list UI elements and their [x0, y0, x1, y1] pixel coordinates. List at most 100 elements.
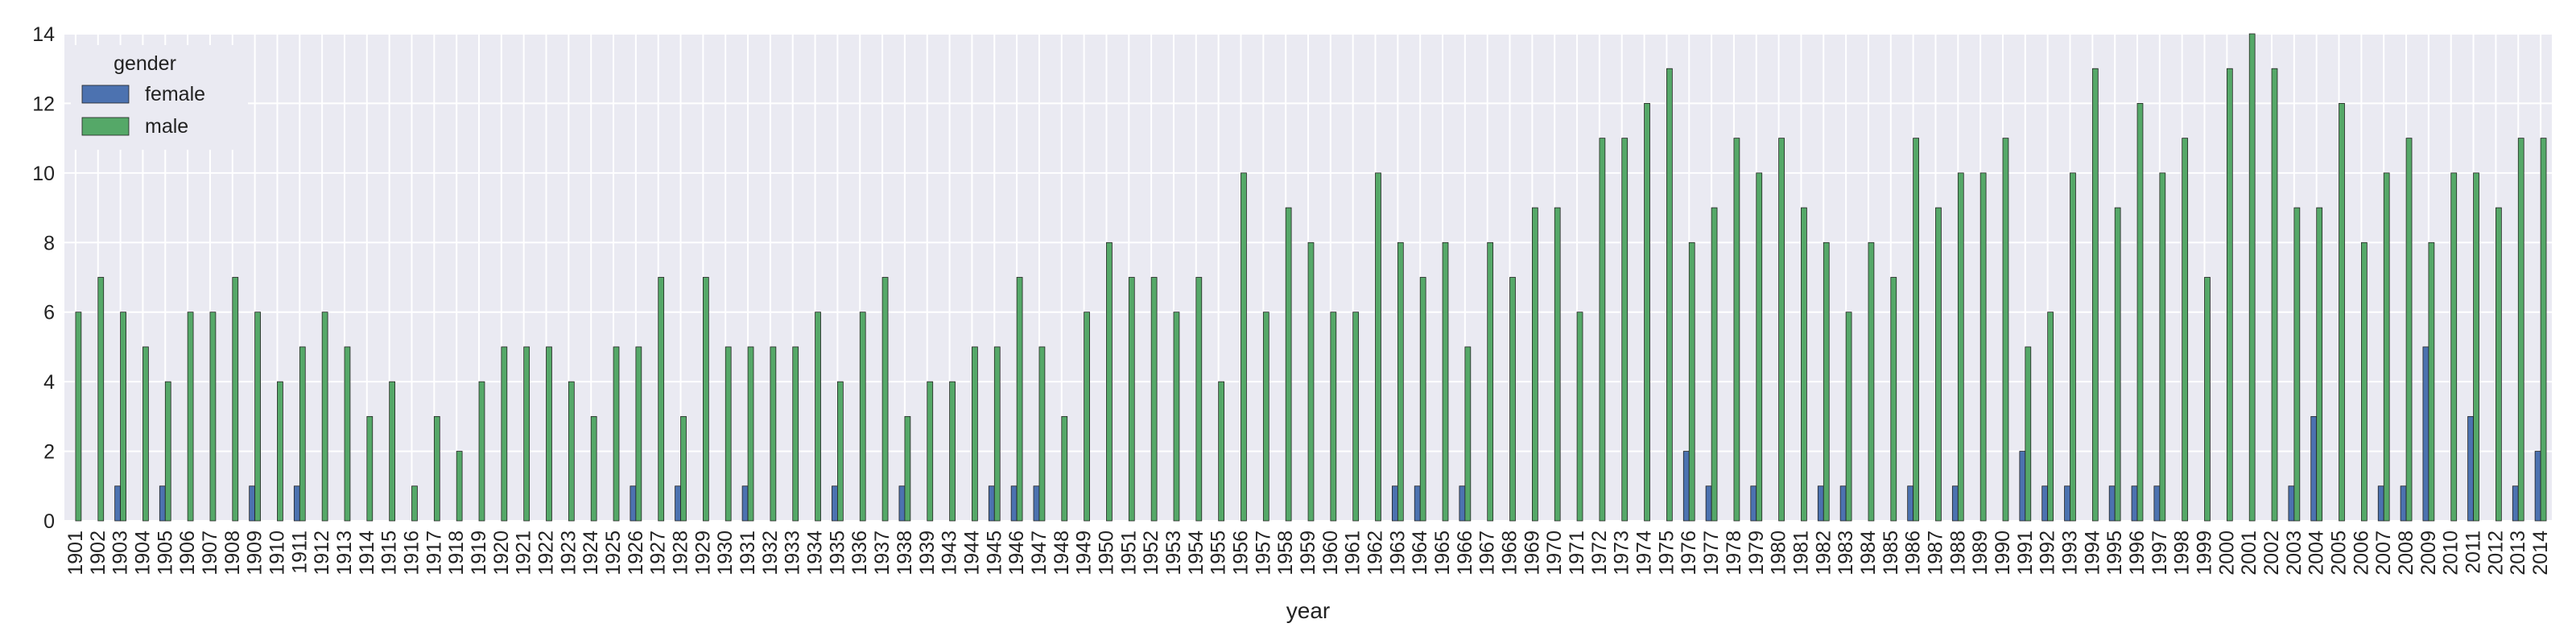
- bar-female: [1682, 451, 1690, 522]
- bar-male: [2450, 172, 2458, 522]
- x-tick-label: 2003: [2283, 530, 2306, 576]
- bar-male: [2136, 103, 2144, 522]
- x-tick-label: 2014: [2529, 530, 2552, 576]
- bar-male: [972, 346, 978, 522]
- x-tick-label: 2000: [2215, 530, 2238, 576]
- bar-male: [299, 346, 306, 522]
- bar-male: [1576, 312, 1583, 522]
- bar-female: [832, 485, 838, 522]
- bar-female: [159, 485, 166, 522]
- bar-female: [1033, 485, 1040, 522]
- bar-female: [1010, 485, 1018, 522]
- x-tick-label: 1972: [1588, 530, 1611, 576]
- bar-female: [2422, 346, 2429, 522]
- bar-male: [658, 277, 665, 522]
- bar-male: [344, 346, 351, 522]
- y-tick-label: 2: [43, 441, 55, 464]
- x-tick-label: 1996: [2126, 530, 2149, 576]
- bar-male: [75, 312, 82, 522]
- legend: gender female male: [71, 45, 248, 150]
- x-tick-label: 1948: [1051, 530, 1073, 576]
- x-tick-label: 1951: [1117, 530, 1140, 576]
- bar-male: [2405, 138, 2413, 522]
- bar-male: [2496, 207, 2502, 522]
- x-tick-label: 1926: [625, 530, 647, 576]
- x-tick-label: 1989: [1969, 530, 1992, 576]
- bar-male: [1621, 138, 1629, 522]
- bar-male: [1352, 312, 1360, 522]
- bar-male: [635, 346, 642, 522]
- x-tick-label: 1969: [1521, 530, 1543, 576]
- x-tick-label: 1911: [288, 530, 311, 574]
- bar-male: [1845, 312, 1852, 522]
- x-tick-label: 2006: [2350, 530, 2372, 576]
- bar-male: [702, 277, 709, 522]
- x-tick-label: 1994: [2081, 530, 2103, 576]
- bar-male: [949, 381, 956, 522]
- bar-male: [1554, 207, 1561, 522]
- x-tick-label: 1908: [221, 530, 244, 576]
- x-tick-label: 1961: [1342, 530, 1364, 576]
- x-tick-label: 1991: [2014, 530, 2037, 576]
- x-tick-label: 1945: [983, 530, 1005, 576]
- bar-female: [1750, 485, 1757, 522]
- bar-male: [1330, 312, 1337, 522]
- x-tick-label: 1957: [1252, 530, 1274, 576]
- x-tick-label: 1946: [1005, 530, 1028, 576]
- bar-male: [1016, 277, 1023, 522]
- bar-male: [120, 312, 126, 522]
- x-tick-label: 1995: [2103, 530, 2126, 576]
- legend-swatch-female: [81, 85, 130, 104]
- bar-male: [815, 312, 821, 522]
- bar-male: [501, 346, 508, 522]
- bar-male: [433, 415, 440, 522]
- bar-female: [2108, 485, 2116, 522]
- bar-male: [881, 277, 889, 522]
- bar-male: [1375, 172, 1381, 522]
- legend-swatch-male: [81, 117, 130, 136]
- x-tick-label: 1964: [1409, 530, 1431, 576]
- x-tick-label: 2009: [2417, 530, 2440, 576]
- x-tick-label: 1927: [647, 530, 670, 576]
- x-axis-label: year: [1286, 598, 1330, 623]
- x-tick-label: 1980: [1768, 530, 1790, 576]
- x-tick-label: 1978: [1723, 530, 1745, 576]
- bar-male: [993, 346, 1001, 522]
- bar-male: [1666, 68, 1673, 522]
- bar-male: [1688, 242, 1695, 522]
- x-tick-label: 1928: [670, 530, 692, 576]
- x-tick-label: 1950: [1095, 530, 1117, 576]
- bar-female: [741, 485, 749, 522]
- bar-male: [724, 346, 732, 522]
- bar-male: [2293, 207, 2301, 522]
- bar-female: [1705, 485, 1712, 522]
- x-tick-label: 1923: [557, 530, 580, 576]
- x-tick-label: 1993: [2058, 530, 2081, 576]
- bar-male: [478, 381, 485, 522]
- x-tick-label: 1955: [1208, 530, 1230, 576]
- bar-male: [568, 381, 575, 522]
- bar-male: [164, 381, 171, 522]
- x-tick-label: 1977: [1700, 530, 1723, 576]
- legend-items: female male: [81, 83, 205, 138]
- bar-male: [2428, 242, 2435, 522]
- bar-male: [1397, 242, 1404, 522]
- bar-male: [1890, 277, 1897, 522]
- bar-female: [2534, 451, 2541, 522]
- x-tick-label: 1930: [714, 530, 737, 576]
- x-tick-label: 1917: [423, 530, 445, 576]
- bar-male: [2002, 138, 2009, 522]
- x-tick-label: 1910: [266, 530, 288, 576]
- x-tick-label: 1992: [2037, 530, 2059, 576]
- x-tick-labels: 1901 1902 1903 1904 1905 1906 1907 1908 1909 1910…: [64, 530, 2552, 576]
- x-tick-label: 1913: [333, 530, 356, 576]
- bar-female: [2310, 415, 2318, 522]
- bar-male: [1241, 172, 1247, 522]
- bar-female: [2400, 485, 2407, 522]
- bar-male: [747, 346, 754, 522]
- x-tick-label: 1979: [1745, 530, 1768, 576]
- x-tick-label: 2005: [2328, 530, 2351, 576]
- bar-male: [1733, 138, 1740, 522]
- x-tick-label: 1944: [960, 530, 983, 576]
- bar-male: [1038, 346, 1046, 522]
